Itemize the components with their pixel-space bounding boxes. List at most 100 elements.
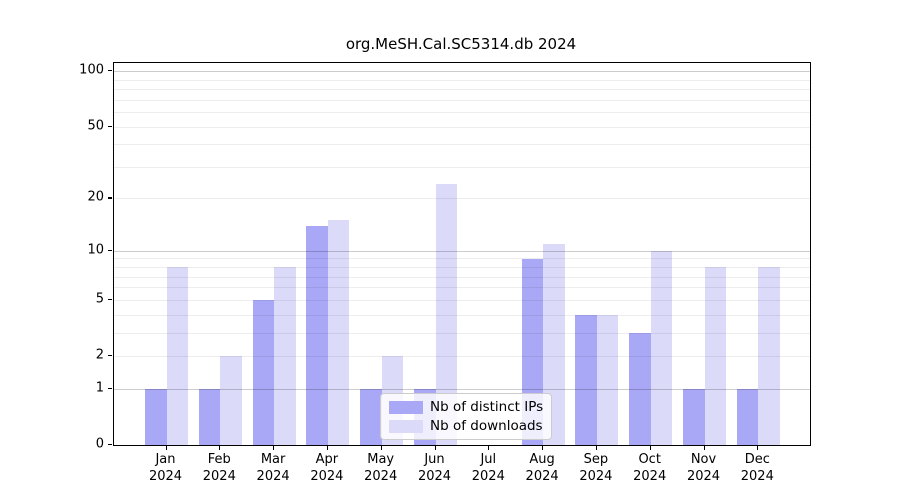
gridline-30 — [114, 166, 810, 168]
year-label: 2024 — [417, 469, 452, 484]
legend-item-distinct-ips: Nb of distinct IPs — [389, 399, 543, 415]
month-label: Apr — [315, 452, 339, 467]
bar-jan-distinct-ips — [145, 388, 167, 445]
year-label: 2024 — [148, 469, 183, 484]
x-tick-mark — [595, 446, 598, 450]
plot-area — [113, 62, 811, 446]
month-label: Dec — [744, 452, 770, 467]
x-tick-mark — [165, 446, 167, 450]
gridline-10 — [114, 250, 810, 252]
x-tick-mark — [488, 446, 490, 450]
y-tick-label-100: 100 — [79, 62, 104, 78]
bar-sep-distinct-ips — [575, 314, 597, 445]
y-tick-label-1: 1 — [95, 380, 104, 396]
bar-mar-distinct-ips — [252, 299, 275, 445]
month-label: Aug — [529, 452, 555, 467]
year-label: 2024 — [310, 469, 344, 484]
x-tick-label-jul: Jul 2024 — [458, 451, 518, 485]
x-tick-label-feb: Feb 2024 — [189, 451, 249, 485]
bar-apr-downloads — [327, 220, 350, 445]
legend: Nb of distinct IPs Nb of downloads — [380, 393, 553, 440]
x-tick-mark — [703, 446, 705, 450]
year-label: 2024 — [202, 469, 236, 484]
x-tick-mark — [219, 446, 221, 450]
month-label: May — [367, 452, 395, 467]
month-label: Jun — [424, 452, 445, 467]
x-tick-mark — [542, 446, 544, 450]
x-tick-mark — [434, 446, 436, 450]
gridline-100 — [114, 71, 810, 73]
x-tick-label-sep: Sep 2024 — [566, 451, 626, 485]
bar-apr-distinct-ips — [306, 225, 328, 445]
y-tick-label-5: 5 — [95, 291, 104, 307]
x-tick-mark — [273, 446, 275, 450]
gridline-70 — [114, 99, 810, 101]
y-tick-label-0: 0 — [95, 436, 104, 452]
gridline-80 — [114, 89, 810, 91]
month-label: Jan — [155, 452, 176, 467]
bar-sep-downloads — [596, 314, 619, 445]
bar-jan-downloads — [166, 267, 188, 445]
month-label: Oct — [638, 452, 661, 467]
y-tick-mark — [108, 197, 112, 199]
bar-dec-downloads — [758, 267, 780, 445]
month-label: Mar — [260, 452, 286, 467]
year-label: 2024 — [364, 469, 398, 484]
legend-label-downloads: Nb of downloads — [430, 418, 543, 434]
bar-oct-distinct-ips — [629, 332, 651, 445]
y-tick-mark — [108, 249, 112, 251]
x-tick-label-jan: Jan 2024 — [136, 451, 196, 485]
gridline-60 — [114, 112, 810, 114]
legend-item-downloads: Nb of downloads — [389, 418, 543, 434]
month-label: Nov — [690, 452, 717, 467]
y-tick-label-20: 20 — [87, 189, 104, 205]
bar-nov-downloads — [704, 267, 726, 445]
x-tick-mark — [326, 446, 329, 450]
x-tick-label-aug: Aug 2024 — [512, 451, 572, 485]
year-label: 2024 — [686, 469, 721, 484]
year-label: 2024 — [633, 469, 667, 484]
x-tick-label-oct: Oct 2024 — [620, 451, 680, 485]
bar-mar-downloads — [274, 267, 296, 445]
y-tick-mark — [108, 298, 112, 301]
year-label: 2024 — [256, 469, 290, 484]
bar-feb-distinct-ips — [198, 388, 221, 445]
year-label: 2024 — [579, 469, 613, 484]
y-tick-mark — [108, 125, 112, 127]
x-tick-label-nov: Nov 2024 — [674, 451, 734, 485]
y-tick-mark — [108, 387, 112, 390]
x-tick-label-apr: Apr 2024 — [297, 451, 357, 485]
y-tick-mark — [108, 70, 112, 72]
gridline-50 — [114, 126, 810, 128]
bar-feb-downloads — [220, 356, 242, 445]
x-tick-mark — [380, 446, 382, 450]
x-tick-mark — [649, 446, 651, 450]
bar-may-distinct-ips — [360, 388, 382, 445]
bar-jun-downloads — [435, 184, 457, 445]
y-tick-mark — [108, 444, 112, 446]
gridline-40 — [114, 144, 810, 146]
gridline-9 — [114, 258, 810, 260]
x-tick-mark — [757, 446, 759, 450]
y-tick-label-2: 2 — [95, 347, 104, 363]
year-label: 2024 — [740, 469, 774, 484]
bar-oct-downloads — [650, 250, 673, 445]
chart-title: org.MeSH.Cal.SC5314.db 2024 — [345, 35, 577, 53]
year-label: 2024 — [525, 469, 559, 484]
x-tick-label-dec: Dec 2024 — [727, 451, 787, 485]
year-label: 2024 — [471, 469, 505, 484]
legend-swatch-distinct-ips-icon — [389, 400, 423, 414]
bar-dec-distinct-ips — [736, 388, 759, 445]
x-tick-label-may: May 2024 — [351, 451, 411, 485]
month-label: Jul — [480, 452, 497, 467]
gridline-90 — [114, 79, 810, 81]
legend-swatch-downloads-icon — [389, 419, 423, 433]
month-label: Sep — [583, 452, 609, 467]
month-label: Feb — [207, 452, 231, 467]
y-tick-label-10: 10 — [87, 242, 104, 258]
y-tick-label-50: 50 — [87, 118, 104, 134]
y-tick-mark — [108, 355, 112, 357]
bar-nov-distinct-ips — [683, 388, 705, 445]
legend-label-distinct-ips: Nb of distinct IPs — [430, 399, 544, 415]
